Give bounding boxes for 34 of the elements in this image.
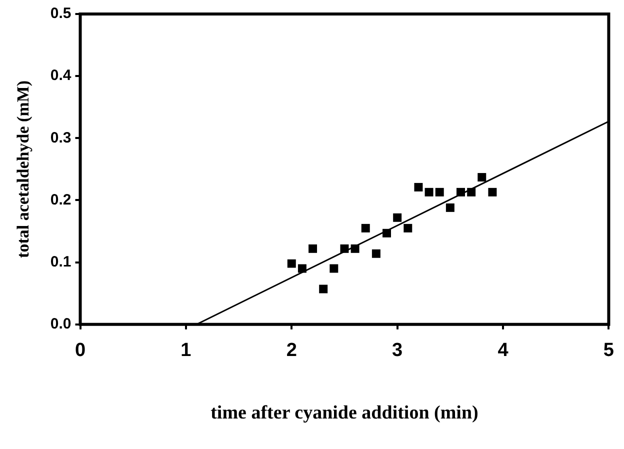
point (319, 284, 328, 294)
y-axis-title: total acetaldehyde (mM) (14, 80, 33, 258)
point (424, 188, 434, 196)
point (404, 224, 412, 232)
x-tick-label: 1 (180, 340, 192, 362)
x-tick-label: 5 (603, 340, 614, 362)
y-tick-label: 0.0 (50, 316, 72, 333)
point (340, 244, 349, 253)
point (414, 182, 423, 192)
point (382, 228, 392, 238)
y-tick-label: 0.2 (50, 191, 72, 208)
x-tick-label: 3 (392, 340, 403, 362)
x-tick-label: 0 (74, 340, 86, 362)
point (478, 173, 486, 182)
point (287, 259, 296, 268)
point (488, 188, 497, 196)
point (456, 188, 465, 196)
point (361, 224, 370, 232)
y-tick-label: 0.3 (50, 129, 72, 146)
point (308, 244, 318, 253)
x-axis-title: time after cyanide addition (min) (210, 402, 478, 424)
x-tick-label: 4 (498, 340, 509, 362)
point (467, 188, 476, 196)
y-tick-label: 0.4 (50, 67, 72, 84)
point (446, 203, 454, 212)
point (298, 264, 306, 273)
y-tick-label: 0.5 (50, 5, 72, 22)
x-tick-label: 2 (286, 340, 297, 362)
point (372, 249, 380, 258)
point (330, 264, 338, 273)
point (435, 188, 444, 196)
point (393, 213, 402, 222)
y-tick-label: 0.1 (50, 253, 72, 270)
point (350, 244, 360, 253)
